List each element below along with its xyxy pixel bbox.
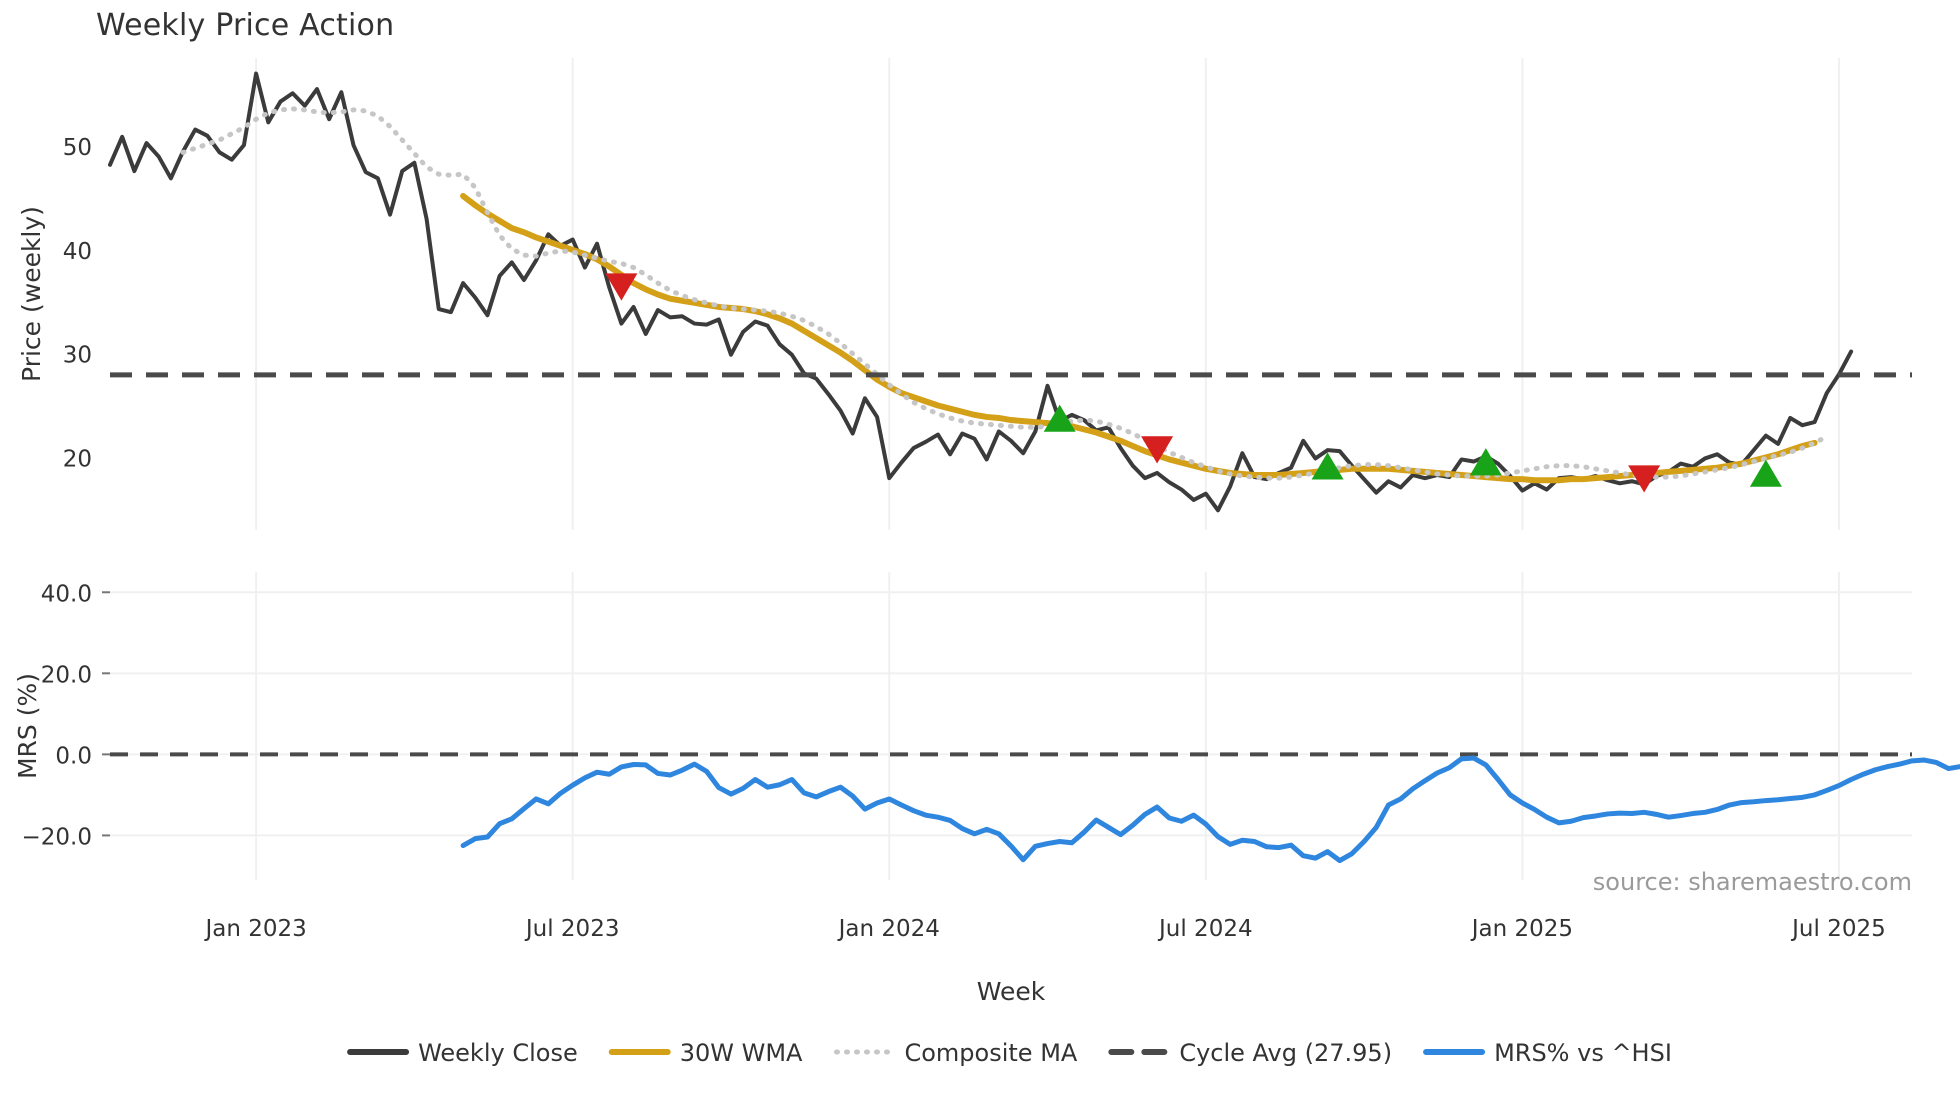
legend-label-2[interactable]: Composite MA xyxy=(904,1039,1077,1067)
x-tick-4: Jan 2025 xyxy=(1470,916,1573,942)
x-tick-3: Jul 2024 xyxy=(1157,916,1253,942)
x-tick-2: Jan 2024 xyxy=(837,916,940,942)
x-tick-0: Jan 2023 xyxy=(203,916,306,942)
sell-marker-5 xyxy=(1628,465,1661,493)
x-tick-5: Jul 2025 xyxy=(1790,916,1886,942)
price-y-tick-40: 40 xyxy=(63,239,92,265)
legend-label-4[interactable]: MRS% vs ^HSI xyxy=(1494,1039,1672,1067)
mrs-y-tick-40: 40.0 xyxy=(41,581,92,607)
mrs-y-tick--20: −20.0 xyxy=(22,824,92,850)
source-watermark: source: sharemaestro.com xyxy=(1593,868,1912,896)
legend-label-3[interactable]: Cycle Avg (27.95) xyxy=(1179,1039,1392,1067)
buy-marker-3 xyxy=(1311,452,1344,480)
series-mrs xyxy=(460,755,1960,864)
series-composite-ma xyxy=(180,106,1830,481)
price-y-tick-20: 20 xyxy=(63,446,92,472)
page-title: Weekly Price Action xyxy=(96,8,395,43)
price-y-tick-30: 30 xyxy=(63,343,92,369)
buy-marker-1 xyxy=(1043,404,1076,432)
price-y-tick-50: 50 xyxy=(63,135,92,161)
mrs-axis-label: MRS (%) xyxy=(13,673,42,779)
price-axis-label: Price (weekly) xyxy=(17,206,46,382)
series-30w-wma xyxy=(460,192,1818,484)
sell-marker-2 xyxy=(1141,436,1174,464)
series-weekly-close xyxy=(108,71,1854,513)
mrs-y-tick-0: 0.0 xyxy=(55,743,92,769)
sell-marker-0 xyxy=(605,273,638,301)
x-tick-1: Jul 2023 xyxy=(524,916,620,942)
buy-marker-6 xyxy=(1749,459,1782,487)
legend-label-0[interactable]: Weekly Close xyxy=(418,1039,578,1067)
buy-marker-4 xyxy=(1469,448,1502,476)
legend-label-1[interactable]: 30W WMA xyxy=(680,1039,803,1067)
mrs-y-tick-20: 20.0 xyxy=(41,662,92,688)
x-axis-label: Week xyxy=(977,977,1046,1006)
